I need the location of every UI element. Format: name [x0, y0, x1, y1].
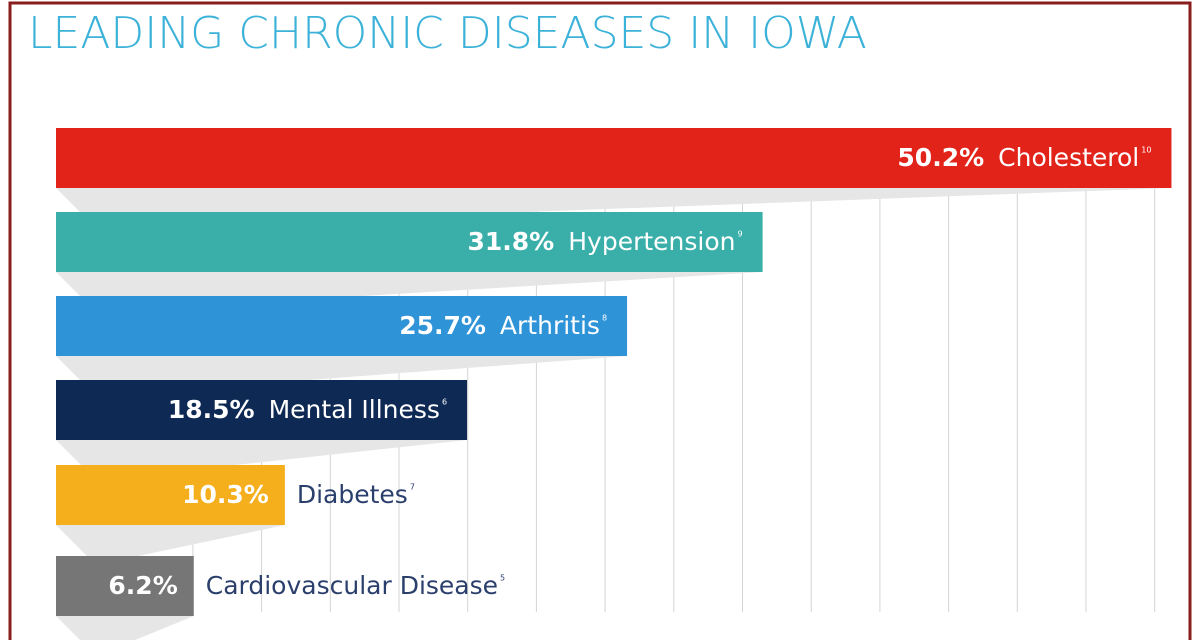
category-label: Diabetes — [297, 480, 408, 509]
value-label: 10.3% — [182, 480, 269, 509]
footnote: 8 — [602, 314, 607, 323]
footnote: 6 — [442, 398, 447, 407]
category-label: Arthritis — [500, 311, 600, 340]
value-label: 31.8% — [468, 227, 555, 256]
bar-shadow — [56, 616, 194, 644]
category-label: Hypertension — [568, 227, 735, 256]
category-label: Cholesterol — [998, 143, 1139, 172]
footnote: 5 — [500, 574, 505, 583]
footnote: 9 — [738, 230, 743, 239]
category-label: Mental Illness — [269, 395, 440, 424]
bar — [56, 465, 285, 525]
value-label: 25.7% — [399, 311, 486, 340]
footnote: 10 — [1141, 146, 1151, 155]
value-label: 18.5% — [168, 395, 255, 424]
footnote: 7 — [410, 483, 415, 492]
bar — [56, 296, 628, 356]
value-label: 50.2% — [897, 143, 984, 172]
bar-shadow — [56, 525, 285, 565]
bar — [56, 128, 1172, 188]
chart-title: LEADING CHRONIC DISEASES IN IOWA — [28, 8, 867, 59]
bar — [56, 556, 194, 616]
value-label: 6.2% — [108, 571, 177, 600]
category-label: Cardiovascular Disease — [206, 571, 498, 600]
bar — [56, 212, 763, 272]
bar — [56, 380, 468, 440]
